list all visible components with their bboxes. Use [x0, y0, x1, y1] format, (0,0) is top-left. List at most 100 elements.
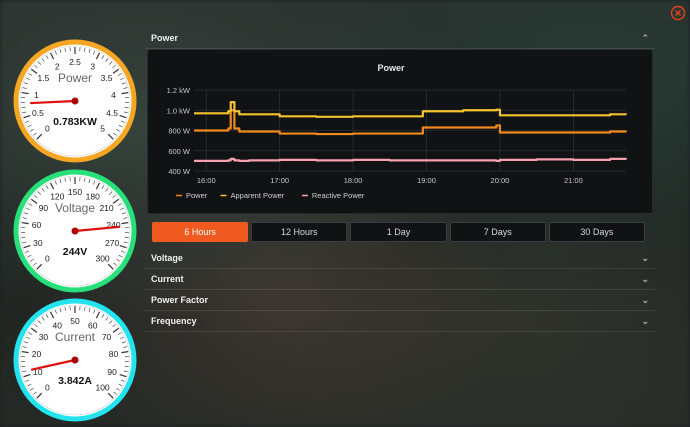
gauge-minor-tick — [45, 314, 49, 318]
gauge-major-tick — [121, 221, 129, 225]
range-30-days-button[interactable]: 30 Days — [548, 222, 646, 242]
gauge-major-tick — [119, 373, 127, 378]
gauge-minor-tick — [105, 58, 109, 62]
gauge-major-tick — [112, 327, 120, 333]
gauge-minor-tick — [84, 47, 86, 52]
metrics-panel: Power ⌃ Power 400 W 600 W 800 W 1.0 kW 1.2 kW… — [145, 28, 655, 332]
chart-title: Power — [377, 63, 405, 73]
gauge-inner-ring — [19, 175, 131, 287]
gauge-minor-tick — [120, 336, 124, 339]
chart-x-tick-label: 17:00 — [270, 176, 289, 185]
gauge-title: Voltage — [55, 201, 95, 215]
gauge-minor-tick — [64, 306, 66, 311]
current-section-header[interactable]: Current ⌄ — [145, 269, 655, 290]
gauge-tick-label: 150 — [68, 187, 82, 197]
gauge-minor-tick — [116, 128, 120, 132]
gauge-tick-label: 20 — [32, 349, 42, 359]
gauge-minor-tick — [54, 309, 57, 314]
gauge-minor-tick — [28, 332, 33, 335]
gauge-value: 3.842A — [58, 375, 92, 387]
gauge-minor-tick — [101, 55, 105, 59]
power-factor-section-header[interactable]: Power Factor ⌄ — [145, 290, 655, 311]
gauge-tick-label: 70 — [102, 332, 112, 342]
gauge-tick-label: 100 — [95, 383, 109, 393]
chart-series-line — [194, 109, 628, 136]
chart-x-tick-label: 18:00 — [344, 176, 363, 185]
power-chart-card: Power 400 W 600 W 800 W 1.0 kW 1.2 kW 16:00 17:… — [147, 49, 653, 214]
gauge-inner-ring — [19, 45, 131, 157]
gauge-minor-tick — [120, 77, 124, 80]
gauge-minor-tick — [88, 179, 91, 184]
legend-label[interactable]: Apparent Power — [231, 191, 285, 200]
chevron-down-icon: ⌄ — [641, 294, 649, 305]
legend-label[interactable]: Reactive Power — [312, 191, 365, 200]
gauge-minor-tick — [26, 207, 30, 210]
frequency-section-header[interactable]: Frequency ⌄ — [145, 311, 655, 332]
gauge-minor-tick — [124, 106, 129, 109]
gauge-minor-tick — [37, 320, 41, 324]
gauge-major-tick — [95, 52, 101, 60]
gauge-minor-tick — [109, 61, 113, 65]
range-12-hours-button[interactable]: 12 Hours — [251, 222, 348, 242]
gauge-minor-tick — [105, 317, 109, 321]
close-icon[interactable] — [670, 5, 686, 21]
gauge-minor-tick — [27, 254, 32, 258]
gauge-minor-tick — [117, 73, 122, 76]
gauge-minor-tick — [22, 87, 27, 89]
gauge-minor-tick — [93, 309, 96, 314]
gauge-minor-tick — [113, 132, 117, 136]
gauge-major-tick — [21, 91, 29, 95]
gauge-minor-tick — [116, 387, 120, 391]
gauge-minor-tick — [54, 180, 57, 185]
gauge-minor-tick — [121, 341, 126, 344]
time-range-selector: 6 Hours 12 Hours 1 Day 7 Days 30 Days — [145, 214, 655, 242]
gauge-major-tick — [121, 91, 129, 95]
gauge-major-tick — [95, 311, 101, 319]
gauge-value: 244V — [63, 246, 88, 258]
gauge-minor-tick — [123, 346, 128, 348]
gauge-minor-tick — [124, 236, 129, 239]
gauge-minor-tick — [123, 111, 128, 114]
gauge-needle-hub — [71, 227, 79, 235]
gauge-minor-tick — [93, 50, 96, 55]
gauge-minor-tick — [25, 379, 30, 382]
gauge-major-tick — [21, 350, 29, 354]
current-gauge: 010 20 30 40 50 60 70 80 90 100 Current 3.842A — [13, 298, 137, 422]
gauge-major-tick — [119, 114, 127, 119]
gauge-minor-tick — [101, 185, 105, 189]
gauge-minor-tick — [109, 191, 113, 195]
range-1-day-button[interactable]: 1 Day — [350, 222, 447, 242]
gauge-minor-tick — [109, 320, 113, 324]
gauge-major-tick — [36, 392, 43, 399]
gauge-minor-tick — [112, 324, 116, 328]
gauge-minor-tick — [59, 49, 62, 54]
chart-y-tick-label: 800 W — [168, 127, 191, 136]
current-section-label: Current — [151, 274, 184, 284]
gauge-minor-tick — [25, 120, 30, 123]
gauge-tick-label: 1 — [34, 90, 39, 100]
gauge-major-tick — [36, 263, 43, 270]
gauge-tick-label: 60 — [32, 220, 42, 230]
gauge-minor-tick — [59, 179, 62, 184]
range-6-hours-button[interactable]: 6 Hours — [152, 222, 249, 242]
gauge-tick-label: 4 — [111, 90, 116, 100]
chart-series-line — [194, 157, 628, 162]
gauge-major-tick — [30, 68, 38, 74]
chevron-down-icon: ⌄ — [641, 252, 649, 263]
gauge-tick-label: 0 — [45, 254, 50, 264]
gauge-tick-label: 3.5 — [101, 73, 113, 83]
collapsed-sections: Voltage ⌄ Current ⌄ Power Factor ⌄ Frequ… — [145, 248, 655, 332]
gauge-minor-tick — [112, 195, 116, 199]
voltage-section-header[interactable]: Voltage ⌄ — [145, 248, 655, 269]
chart-series-line — [194, 101, 628, 118]
chart-x-tick-label: 19:00 — [417, 176, 436, 185]
legend-label[interactable]: Power — [186, 191, 208, 200]
gauge-minor-tick — [117, 203, 122, 206]
range-7-days-button[interactable]: 7 Days — [449, 222, 546, 242]
power-section-header[interactable]: Power ⌃ — [145, 28, 655, 49]
gauge-minor-tick — [64, 177, 66, 182]
gauge-minor-tick — [28, 203, 33, 206]
gauge-minor-tick — [117, 332, 122, 335]
gauge-minor-tick — [24, 341, 29, 344]
gauge-minor-tick — [105, 188, 109, 192]
